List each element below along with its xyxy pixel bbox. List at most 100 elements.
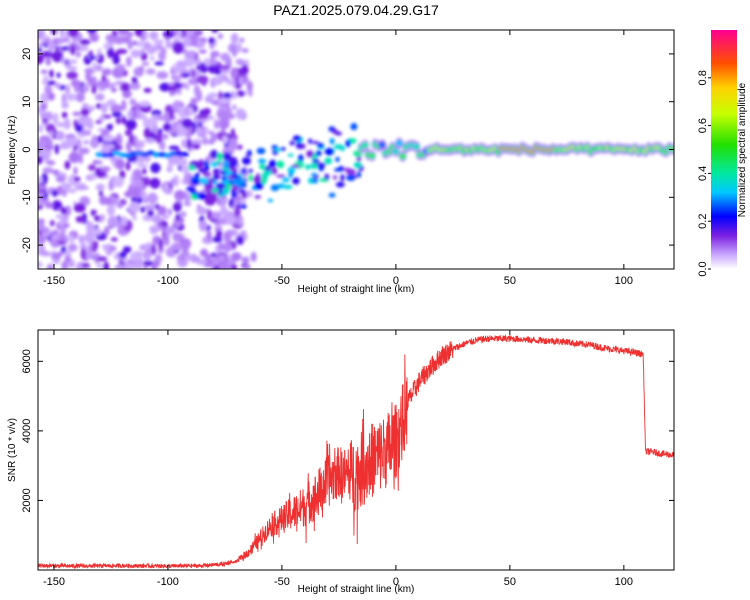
noise-blob (139, 66, 144, 71)
noise-blob (96, 256, 108, 262)
noise-blob (100, 102, 108, 114)
noise-blob (88, 50, 94, 57)
noise-blob (236, 42, 242, 53)
noise-blob (38, 107, 43, 113)
multipath-blob (232, 185, 239, 191)
y-tick-label: 0 (21, 146, 33, 152)
noise-blob (95, 120, 103, 124)
noise-blob (230, 263, 238, 269)
noise-blob (164, 226, 176, 234)
noise-blob (133, 186, 141, 199)
spectrogram-y-label: Frequency (Hz) (7, 116, 18, 185)
noise-blob (147, 209, 155, 217)
noise-blob (235, 108, 246, 120)
noise-blob (55, 122, 67, 128)
noise-blob (47, 92, 55, 101)
noise-blob (142, 167, 147, 175)
noise-blob (38, 201, 44, 206)
noise-blob (66, 71, 78, 80)
multipath-blob (197, 192, 207, 200)
noise-blob (217, 105, 228, 112)
multipath-blob (217, 152, 224, 160)
noise-blob (75, 51, 82, 58)
noise-blob (86, 105, 96, 111)
x-tick-label: -100 (157, 275, 179, 287)
multipath-blob (274, 148, 281, 152)
noise-blob (61, 56, 66, 65)
noise-blob (68, 259, 75, 268)
colorbar-ticks: 0.0 0.2 0.4 0.6 0.8 (697, 70, 711, 277)
noise-blob (45, 56, 52, 66)
noise-blob (57, 251, 64, 256)
noise-blob (200, 37, 208, 43)
noise-blob (38, 124, 44, 133)
noise-blob (218, 90, 223, 101)
noise-blob (74, 86, 82, 93)
noise-blob (127, 38, 133, 50)
noise-blob (96, 161, 103, 166)
colorbar: 0.0 0.2 0.4 0.6 0.8 Normalized spectral ampl… (697, 30, 748, 277)
multipath-blob (338, 165, 344, 171)
colorbar-tick-label: 0.8 (697, 70, 709, 85)
noise-blob (46, 160, 56, 166)
noise-blob (173, 37, 180, 43)
multipath-blob (267, 198, 274, 203)
multipath-blob (254, 182, 264, 190)
noise-blob (212, 236, 223, 243)
noise-blob (176, 254, 187, 261)
multipath-blob (248, 174, 253, 182)
noise-blob (43, 74, 49, 85)
snr-panel: -150 -100 -50 0 50 100 2000 4000 6000 Height of… (7, 329, 675, 595)
snr-x-ticks: -150 -100 -50 0 50 100 (43, 330, 633, 588)
noise-blob (206, 230, 212, 241)
noise-blob (79, 39, 91, 46)
noise-blob (248, 91, 253, 97)
noise-blob (38, 250, 50, 256)
noise-blob (51, 189, 58, 197)
multipath-blob (242, 182, 247, 188)
noise-blob (49, 219, 55, 227)
snr-series-line (38, 334, 674, 570)
multipath-blob (214, 160, 223, 164)
x-tick-label: 100 (615, 275, 633, 287)
noise-blob (114, 264, 126, 269)
multipath-blob (287, 153, 294, 157)
noise-blob (196, 114, 209, 120)
multipath-blob (353, 161, 362, 169)
noise-blob (103, 42, 111, 50)
noise-blob (120, 82, 131, 92)
noise-blob (38, 191, 46, 198)
noise-blob (45, 123, 56, 133)
noise-blob (143, 264, 148, 269)
noise-blob (154, 61, 165, 66)
noise-blob (158, 217, 164, 223)
noise-blob (222, 135, 229, 144)
noise-blob (38, 53, 44, 65)
noise-blob (131, 110, 138, 120)
noise-blob (121, 116, 127, 125)
noise-blob (168, 82, 174, 87)
multipath-blob (292, 135, 302, 141)
noise-blob (154, 254, 162, 264)
noise-blob (195, 258, 208, 265)
noise-blob (181, 165, 190, 174)
noise-blob (61, 111, 68, 119)
noise-blob (163, 122, 172, 132)
noise-blob (52, 169, 59, 175)
noise-blob (227, 143, 233, 149)
noise-blob (56, 72, 61, 78)
multipath-blob (324, 173, 330, 181)
noise-blob (158, 142, 166, 151)
noise-blob (136, 140, 145, 148)
x-tick-label: -50 (274, 275, 290, 287)
noise-blob (151, 109, 162, 117)
noise-blob (59, 30, 65, 38)
noise-blob (88, 243, 94, 248)
noise-blob (44, 144, 54, 151)
noise-blob (112, 176, 124, 188)
noise-blob (96, 264, 104, 268)
noise-blob (59, 225, 66, 236)
noise-blob (61, 260, 69, 269)
noise-blob (101, 244, 111, 251)
noise-blob (132, 215, 137, 221)
